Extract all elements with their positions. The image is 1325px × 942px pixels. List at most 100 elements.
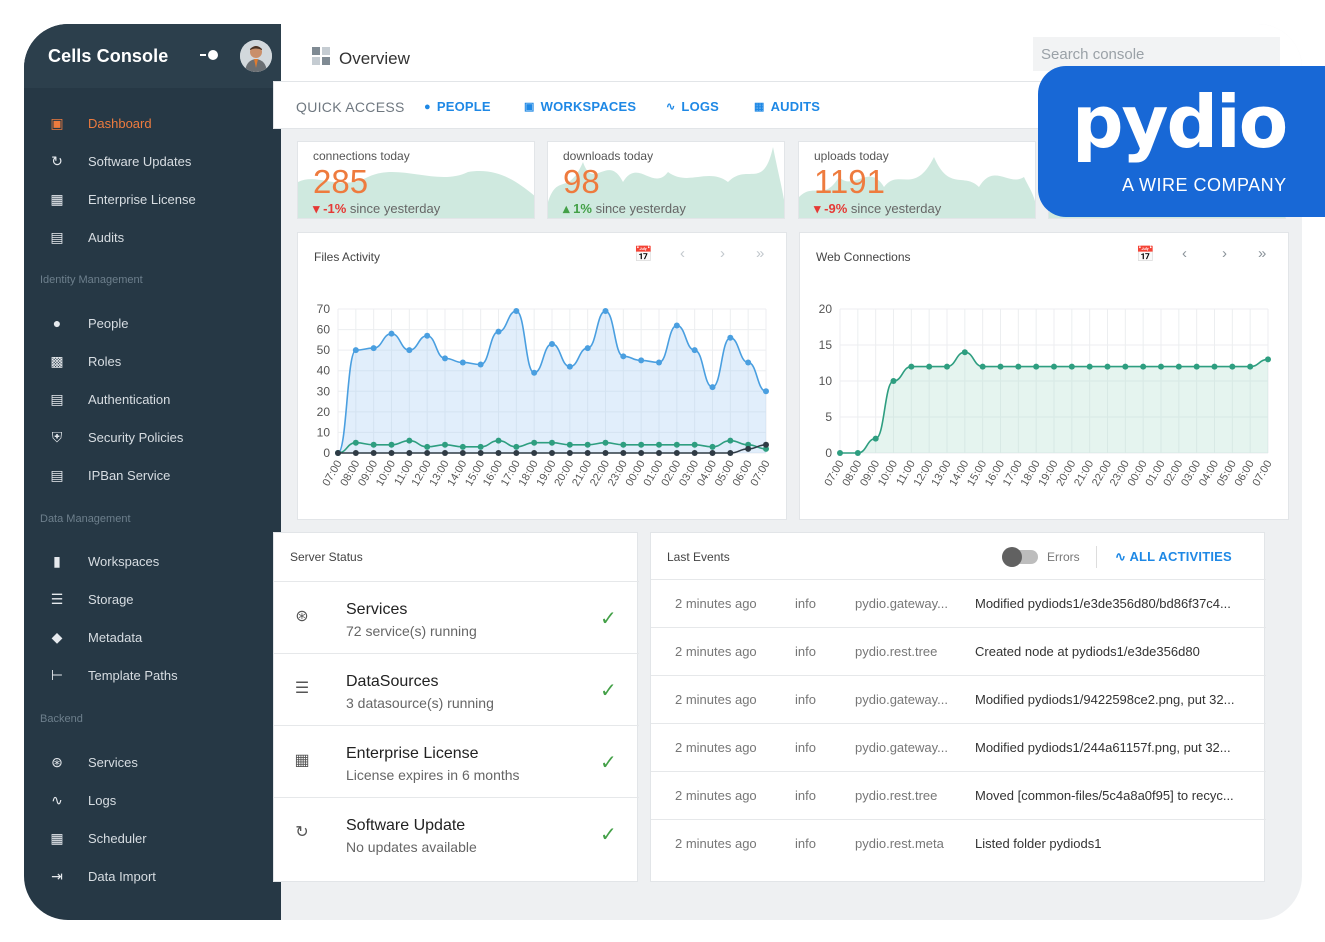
data-point[interactable] [763,445,769,452]
quick-link-people[interactable]: ● PEOPLE [424,99,491,114]
data-point[interactable] [531,439,538,446]
table-row[interactable]: 2 minutes ago info pydio.rest.meta Listed f… [651,819,1266,867]
data-point[interactable] [406,347,413,354]
data-point[interactable] [370,441,377,448]
data-point[interactable] [424,450,431,456]
calendar-icon[interactable]: 📅 [1136,246,1155,263]
data-point[interactable] [638,357,645,364]
sidebar-item-template-paths[interactable]: ⊢ Template Paths [24,656,281,694]
sidebar-item-data-import[interactable]: ⇥ Data Import [24,857,281,895]
data-point[interactable] [1033,363,1040,370]
data-point[interactable] [1086,363,1093,370]
data-point[interactable] [944,363,950,370]
data-point[interactable] [352,439,359,446]
data-point[interactable] [495,450,502,456]
data-point[interactable] [566,450,573,456]
data-point[interactable] [513,308,520,315]
data-point[interactable] [1140,363,1147,370]
data-point[interactable] [673,441,680,448]
data-point[interactable] [673,450,680,456]
data-point[interactable] [745,441,752,448]
data-point[interactable] [495,437,502,444]
data-point[interactable] [477,450,484,456]
data-point[interactable] [837,450,843,456]
data-point[interactable] [1229,363,1236,370]
prev-icon[interactable]: ‹ [680,245,685,262]
data-point[interactable] [1175,363,1182,370]
data-point[interactable] [1211,363,1218,370]
data-point[interactable] [673,322,680,329]
data-point[interactable] [549,340,555,347]
sidebar-collapse-icon[interactable] [200,49,218,61]
last-icon[interactable]: » [756,245,765,262]
data-point[interactable] [370,345,377,352]
data-point[interactable] [602,450,609,456]
sidebar-item-authentication[interactable]: ▤ Authentication [24,380,281,418]
data-point[interactable] [1122,363,1129,370]
data-point[interactable] [388,441,395,448]
quick-link-audits[interactable]: ▦ AUDITS [754,99,821,114]
data-point[interactable] [459,443,466,450]
table-row[interactable]: 2 minutes ago info pydio.gateway... Modifie… [651,579,1266,627]
data-point[interactable] [477,361,484,368]
avatar[interactable] [240,40,272,72]
data-point[interactable] [406,437,413,444]
data-point[interactable] [961,349,968,356]
data-point[interactable] [620,441,627,448]
next-icon[interactable]: › [720,245,725,262]
data-point[interactable] [549,439,555,446]
data-point[interactable] [442,450,448,456]
data-point[interactable] [566,363,573,370]
data-point[interactable] [727,450,734,456]
sidebar-item-enterprise-license[interactable]: ▦ Enterprise License [24,180,281,218]
data-point[interactable] [1051,363,1057,370]
all-activities-link[interactable]: ∿ ALL ACTIVITIES [1115,549,1232,564]
table-row[interactable]: 2 minutes ago info pydio.gateway... Modifie… [651,723,1266,771]
data-point[interactable] [424,332,431,339]
data-point[interactable] [602,308,609,315]
data-point[interactable] [691,441,698,448]
next-icon[interactable]: › [1222,245,1227,262]
data-point[interactable] [979,363,986,370]
data-point[interactable] [602,439,609,446]
search-input[interactable] [1033,37,1280,71]
data-point[interactable] [513,450,520,456]
data-point[interactable] [620,450,627,456]
data-point[interactable] [459,450,466,456]
quick-link-logs[interactable]: ∿ LOGS [666,99,720,114]
data-point[interactable] [549,450,555,456]
data-point[interactable] [584,441,591,448]
data-point[interactable] [495,328,502,335]
data-point[interactable] [620,353,627,360]
data-point[interactable] [406,450,413,456]
data-point[interactable] [424,443,431,450]
data-point[interactable] [531,450,538,456]
data-point[interactable] [890,378,897,384]
sidebar-item-services[interactable]: ⊛ Services [24,743,281,781]
sidebar-item-metadata[interactable]: ◆ Metadata [24,618,281,656]
quick-link-workspaces[interactable]: ▣ WORKSPACES [524,99,637,114]
data-point[interactable] [709,450,716,456]
table-row[interactable]: 2 minutes ago info pydio.rest.tree Created … [651,627,1266,675]
sidebar-item-audits[interactable]: ▤ Audits [24,218,281,256]
data-point[interactable] [908,363,915,370]
sidebar-item-storage[interactable]: ☰ Storage [24,580,281,618]
data-point[interactable] [709,443,716,450]
data-point[interactable] [997,363,1004,370]
data-point[interactable] [656,359,662,366]
sidebar-item-roles[interactable]: ▩ Roles [24,342,281,380]
table-row[interactable]: 2 minutes ago info pydio.rest.tree Moved [c… [651,771,1266,819]
data-point[interactable] [459,359,466,366]
sidebar-item-people[interactable]: ● People [24,304,281,342]
data-point[interactable] [727,334,734,341]
data-point[interactable] [1158,363,1164,370]
data-point[interactable] [656,450,662,456]
sidebar-item-dashboard[interactable]: ▣ Dashboard [24,104,281,142]
data-point[interactable] [531,369,538,376]
data-point[interactable] [584,450,591,456]
data-point[interactable] [566,441,573,448]
data-point[interactable] [854,450,861,456]
sidebar-item-workspaces[interactable]: ▮ Workspaces [24,542,281,580]
prev-icon[interactable]: ‹ [1182,245,1187,262]
data-point[interactable] [691,450,698,456]
